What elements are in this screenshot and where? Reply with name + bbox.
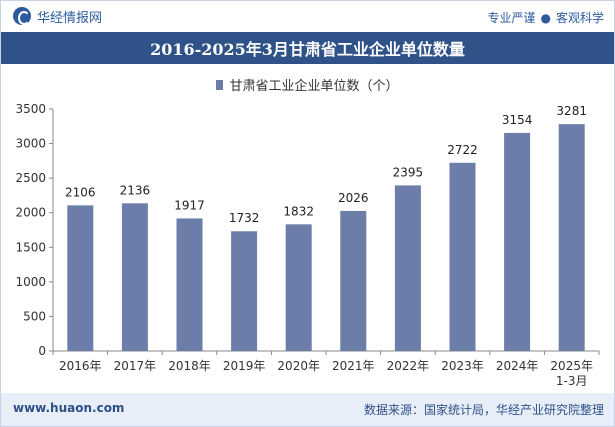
- footer: www.huaon.com 数据来源：国家统计局，华经产业研究院整理: [1, 393, 614, 426]
- bar: [67, 205, 94, 351]
- data-label: 2136: [120, 183, 151, 197]
- website-link[interactable]: www.huaon.com: [13, 401, 125, 415]
- y-tick-label: 500: [23, 309, 46, 323]
- y-tick-label: 1000: [15, 275, 46, 289]
- data-label: 2106: [65, 185, 96, 199]
- x-tick-label: 2021年: [332, 359, 375, 373]
- data-label: 2395: [393, 165, 424, 179]
- x-tick-label: 2020年: [277, 359, 320, 373]
- y-tick-label: 0: [38, 344, 46, 358]
- bullet-icon: ●: [540, 11, 551, 25]
- bar-chart: 0 500 1000 1500 2000 2500 3000 3500 2106 2016年 213…: [15, 102, 600, 388]
- y-tick-label: 3500: [15, 102, 46, 116]
- bar: [340, 210, 367, 351]
- bar: [176, 218, 203, 351]
- bar: [231, 231, 258, 351]
- y-tick-label: 3000: [15, 137, 46, 151]
- y-tick-label: 2000: [15, 206, 46, 220]
- title-bar: 2016-2025年3月甘肃省工业企业单位数量: [1, 32, 614, 64]
- brand-name: 华经情报网: [37, 10, 103, 26]
- huajing-logo-icon: [13, 7, 31, 25]
- tagline-right: 客观科学: [555, 11, 604, 25]
- bar: [121, 203, 148, 351]
- bar: [449, 162, 476, 351]
- top-bar: 华经情报网 专业严谨 ● 客观科学: [1, 1, 614, 31]
- tagline-left: 专业严谨: [487, 11, 536, 25]
- data-label: 3154: [502, 113, 533, 127]
- data-label: 1917: [174, 198, 205, 212]
- bar: [285, 224, 312, 351]
- data-label: 2026: [338, 191, 369, 205]
- x-tick-label: 2024年: [496, 359, 539, 373]
- data-label: 2722: [447, 143, 478, 157]
- bar: [558, 124, 585, 351]
- legend: 甘肃省工业企业单位数（个）: [1, 75, 614, 94]
- x-tick-label: 2017年: [114, 359, 157, 373]
- tagline: 专业严谨 ● 客观科学: [487, 9, 604, 26]
- x-tick-label: 2019年: [223, 359, 266, 373]
- bar: [504, 132, 531, 351]
- data-label: 1832: [283, 204, 314, 218]
- chart-title: 2016-2025年3月甘肃省工业企业单位数量: [150, 40, 465, 59]
- x-tick-label: 2023年: [441, 359, 484, 373]
- data-source: 数据来源：国家统计局，华经产业研究院整理: [363, 403, 604, 417]
- data-label: 3281: [556, 104, 587, 118]
- x-tick-label: 2016年: [59, 359, 102, 373]
- legend-swatch: [216, 79, 224, 90]
- x-tick-label: 2018年: [168, 359, 211, 373]
- x-tick-label: 2022年: [387, 359, 430, 373]
- data-label: 1732: [229, 211, 260, 225]
- x-tick-label: 2025年: [550, 359, 593, 373]
- x-tick-label: 1-3月: [556, 374, 588, 388]
- bar: [394, 185, 421, 351]
- y-tick-label: 1500: [15, 240, 46, 254]
- y-tick-label: 2500: [15, 171, 46, 185]
- brand[interactable]: 华经情报网: [13, 7, 103, 26]
- legend-label: 甘肃省工业企业单位数（个）: [229, 79, 399, 94]
